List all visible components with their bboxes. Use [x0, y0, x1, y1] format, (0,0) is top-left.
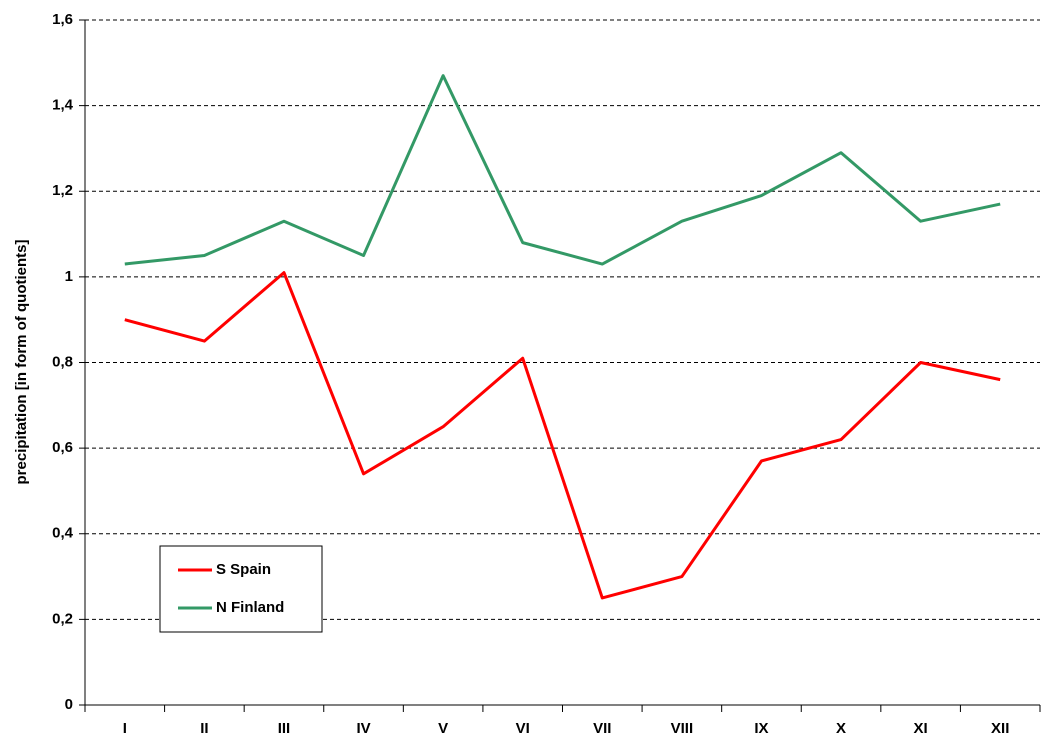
- y-tick-label: 0,6: [52, 439, 73, 456]
- y-tick-label: 1: [65, 268, 73, 285]
- y-tick-label: 1,4: [52, 97, 74, 114]
- x-tick-label: V: [438, 720, 448, 737]
- x-tick-label: XI: [914, 720, 928, 737]
- y-tick-label: 1,2: [52, 182, 73, 199]
- y-tick-label: 0: [65, 696, 73, 713]
- y-axis-label: precipitation [in form of quotients]: [13, 240, 30, 485]
- legend-label: S Spain: [216, 561, 271, 578]
- x-tick-label: VIII: [671, 720, 694, 737]
- legend-box: [159, 545, 323, 633]
- x-tick-label: I: [123, 720, 127, 737]
- x-tick-label: III: [278, 720, 291, 737]
- x-tick-label: II: [200, 720, 208, 737]
- y-tick-label: 0,4: [52, 525, 74, 542]
- x-tick-label: XII: [991, 720, 1009, 737]
- series-line: [124, 74, 1001, 266]
- x-tick-label: VII: [593, 720, 611, 737]
- x-tick-label: VI: [516, 720, 530, 737]
- y-tick-label: 0,2: [52, 610, 73, 627]
- y-tick-label: 0,8: [52, 353, 73, 370]
- y-tick-label: 1,6: [52, 11, 73, 28]
- x-tick-label: IX: [754, 720, 768, 737]
- legend-label: N Finland: [216, 599, 284, 616]
- x-tick-label: IV: [356, 720, 370, 737]
- series-line: [124, 271, 1001, 600]
- x-tick-label: X: [836, 720, 846, 737]
